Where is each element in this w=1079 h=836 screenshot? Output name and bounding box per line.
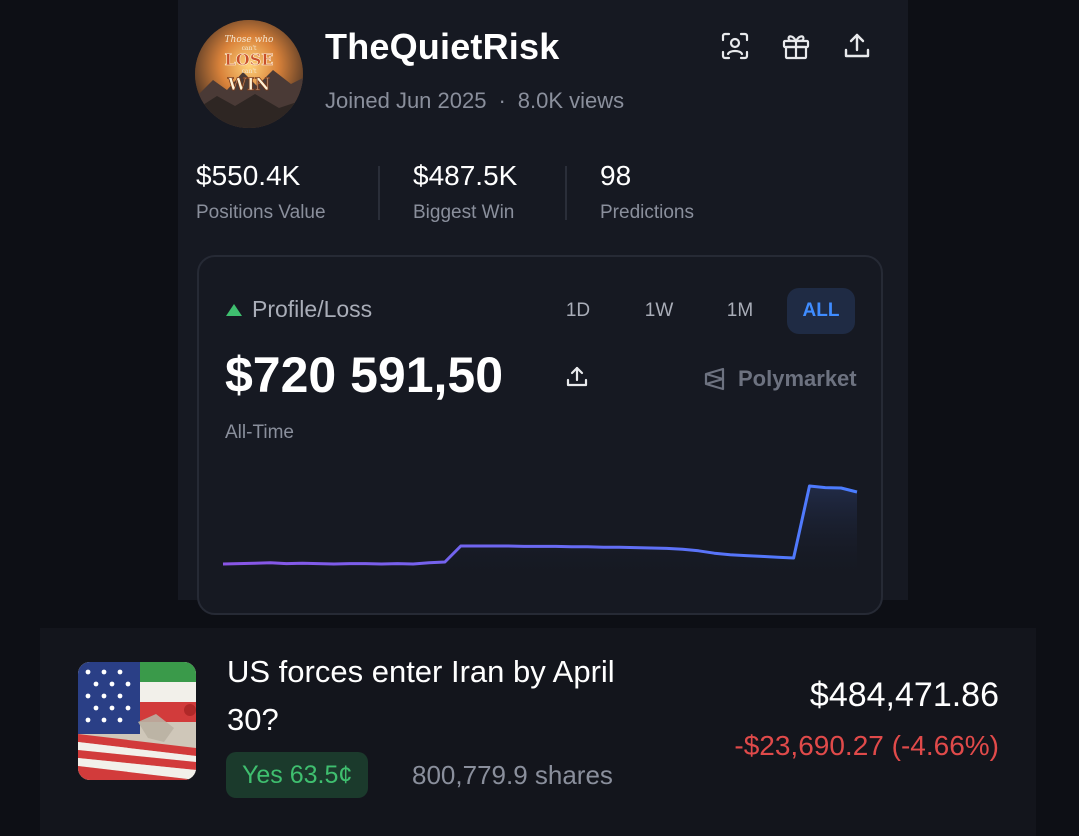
pl-chart xyxy=(220,470,860,580)
range-1d-button[interactable]: 1D xyxy=(565,300,591,321)
position-change: -$23,690.27 (-4.66%) xyxy=(734,730,999,761)
avatar-text-3: LOSE xyxy=(225,50,274,69)
view-count: 8.0K views xyxy=(517,88,625,113)
avatar[interactable]: Those who can't LOSE can't WIN xyxy=(195,20,303,128)
avatar-text-5: WIN xyxy=(227,75,271,95)
pl-period: All-Time xyxy=(225,422,294,443)
stat-divider xyxy=(565,166,567,220)
polymarket-logo-icon xyxy=(704,367,725,391)
stat-value: 98 xyxy=(600,160,632,191)
meta-separator: · xyxy=(498,88,506,113)
polymarket-label: Polymarket xyxy=(738,366,857,391)
stat-value: $550.4K xyxy=(196,160,301,191)
face-scan-icon[interactable] xyxy=(719,30,751,62)
stat-label: Predictions xyxy=(600,202,694,223)
position-value: $484,471.86 xyxy=(809,676,999,714)
share-pl-icon[interactable] xyxy=(564,364,590,390)
stat-divider xyxy=(378,166,380,220)
stat-positions-value: $550.4K Positions Value xyxy=(196,160,326,224)
pl-title: Profile/Loss xyxy=(226,296,372,323)
pl-chart-svg xyxy=(222,484,858,580)
profile-meta: Joined Jun 2025 · 8.0K views xyxy=(325,88,624,114)
pl-amount: $720 591,50 xyxy=(225,347,504,403)
share-icon[interactable] xyxy=(841,30,873,62)
market-image[interactable] xyxy=(78,662,196,780)
joined-date: Joined Jun 2025 xyxy=(325,88,487,113)
pl-title-label: Profile/Loss xyxy=(252,296,373,322)
share-count: 800,779.9 shares xyxy=(412,760,613,790)
us-iran-flags-image xyxy=(78,662,196,780)
stat-predictions: 98 Predictions xyxy=(600,160,694,224)
stat-value: $487.5K xyxy=(413,160,518,191)
stat-label: Biggest Win xyxy=(413,202,515,223)
pl-chart-area xyxy=(223,486,857,580)
stat-label: Positions Value xyxy=(196,202,326,223)
trend-up-icon xyxy=(226,303,242,316)
username: TheQuietRisk xyxy=(325,26,560,67)
outcome-badge: Yes 63.5¢ xyxy=(226,752,369,798)
pl-chart-line xyxy=(222,484,858,566)
range-all-button[interactable]: ALL xyxy=(787,288,855,334)
polymarket-brand: Polymarket xyxy=(702,366,857,392)
gift-icon[interactable] xyxy=(780,30,812,62)
avatar-text-2: can't xyxy=(242,45,257,52)
avatar-text-1: Those who xyxy=(225,35,275,45)
range-1m-button[interactable]: 1M xyxy=(726,300,754,321)
range-1w-button[interactable]: 1W xyxy=(644,300,674,321)
avatar-image: Those who can't LOSE can't WIN xyxy=(195,20,303,128)
position-row[interactable] xyxy=(40,628,1036,836)
stat-biggest-win: $487.5K Biggest Win xyxy=(413,160,517,224)
market-title[interactable]: US forces enter Iran by April 30? xyxy=(227,654,615,737)
avatar-text-4: can't xyxy=(242,68,257,75)
